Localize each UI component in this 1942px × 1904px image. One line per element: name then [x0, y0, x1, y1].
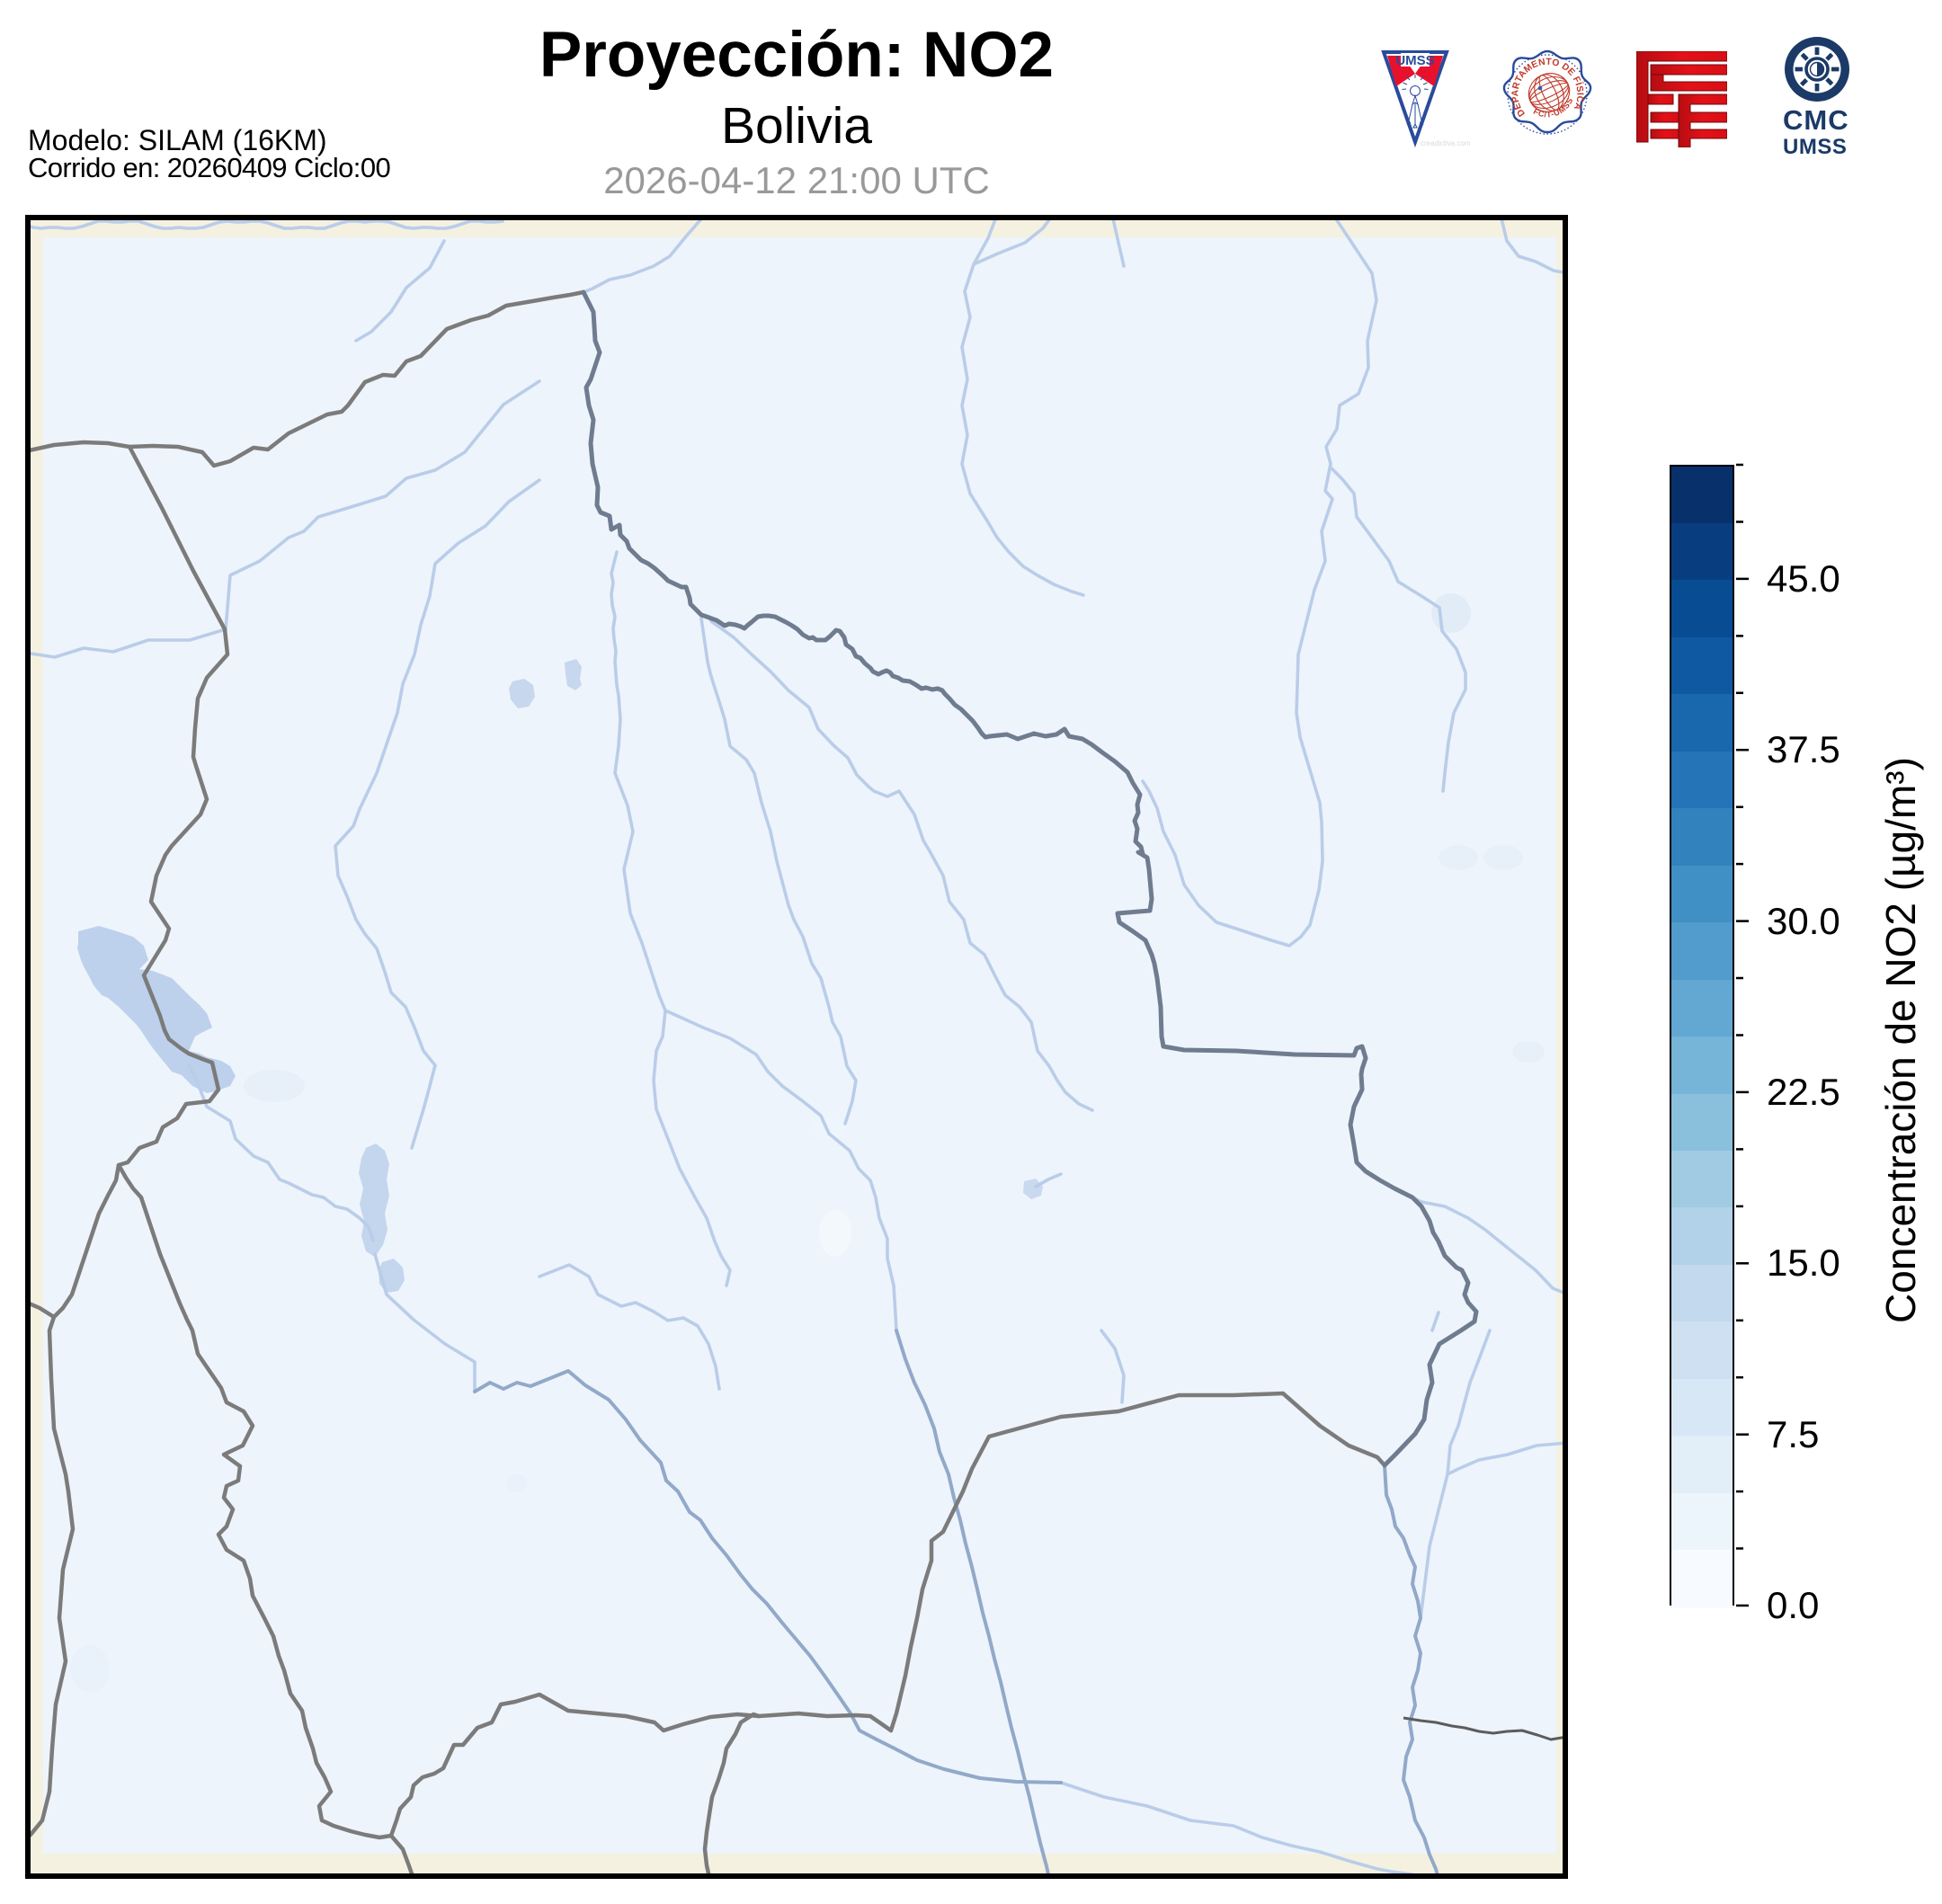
svg-text:UMSS: UMSS — [1395, 53, 1434, 68]
svg-text:DEPARTAMENTO DE FÍSICA: DEPARTAMENTO DE FÍSICA — [1510, 58, 1585, 119]
svg-text:UMSS: UMSS — [1783, 135, 1847, 159]
svg-text:CMC: CMC — [1783, 104, 1849, 136]
